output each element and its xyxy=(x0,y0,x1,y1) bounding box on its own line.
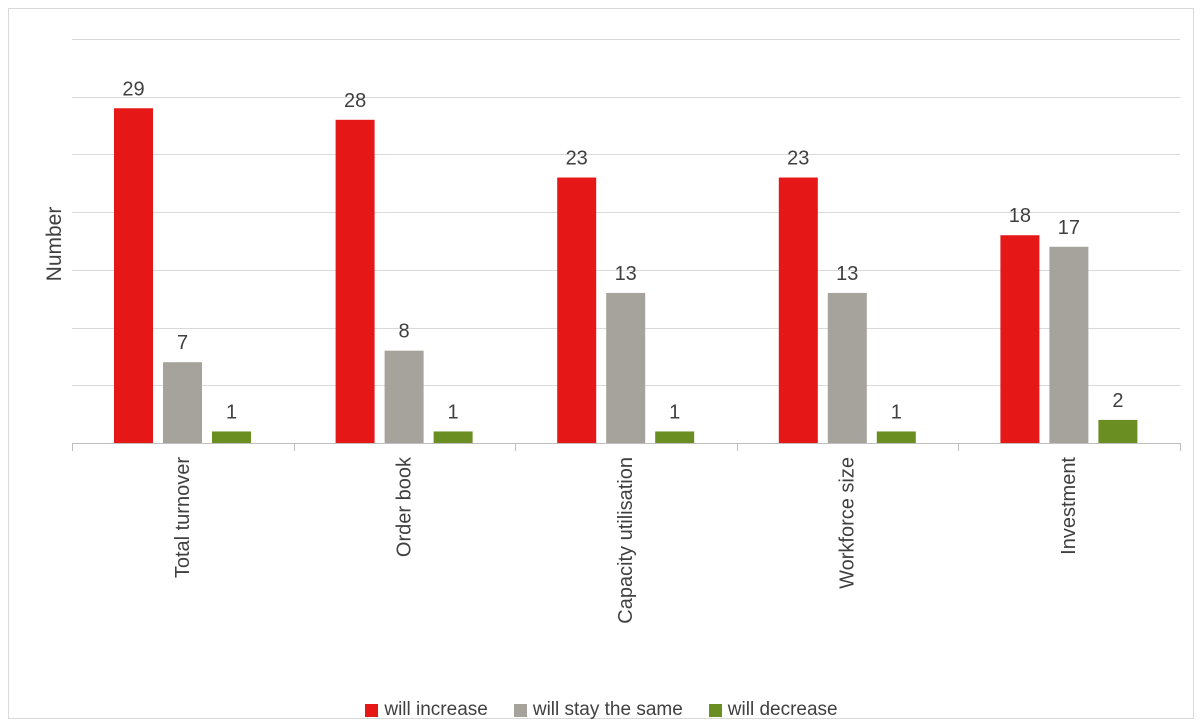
data-label: 13 xyxy=(615,263,637,285)
x-tick-label: Capacity utilisation xyxy=(615,457,637,624)
legend-label: will decrease xyxy=(727,699,838,720)
bar-will-stay-the-same-investment xyxy=(1049,246,1089,443)
legend: will increase will stay the same will decr… xyxy=(0,699,1203,721)
legend-swatch xyxy=(708,703,722,717)
data-label: 18 xyxy=(1009,205,1031,227)
legend-swatch xyxy=(513,703,527,717)
legend-item: will decrease xyxy=(708,699,838,721)
legend-item: will increase xyxy=(365,699,488,721)
data-label: 1 xyxy=(669,401,680,423)
bar-will-stay-the-same-order-book xyxy=(384,350,424,443)
data-label: 1 xyxy=(891,401,902,423)
data-label: 7 xyxy=(177,332,188,354)
legend-label: will increase xyxy=(384,699,488,720)
x-tick-label: Investment xyxy=(1058,457,1080,555)
bars xyxy=(114,108,1138,444)
bar-will-increase-workforce-size xyxy=(778,177,818,443)
bar-will-decrease-order-book xyxy=(433,431,473,443)
bar-will-increase-investment xyxy=(1000,235,1040,443)
data-label: 8 xyxy=(399,321,410,343)
bar-will-increase-order-book xyxy=(335,119,375,444)
bar-will-decrease-capacity-utilisation xyxy=(655,431,695,443)
bar-will-stay-the-same-total-turnover xyxy=(163,362,202,443)
x-tick-label: Total turnover xyxy=(172,457,194,579)
bar-will-increase-capacity-utilisation xyxy=(557,177,597,443)
data-label: 23 xyxy=(566,148,588,170)
bar-will-stay-the-same-capacity-utilisation xyxy=(606,292,646,443)
data-label: 1 xyxy=(448,401,459,423)
data-label: 2 xyxy=(1112,390,1123,412)
x-tick-label: Order book xyxy=(393,456,415,557)
x-tick-label: Workforce size xyxy=(837,457,859,589)
data-label: 29 xyxy=(122,78,144,100)
gridlines xyxy=(72,39,1180,386)
data-label: 1 xyxy=(226,401,237,423)
bar-will-increase-total-turnover xyxy=(114,108,153,443)
bar-will-stay-the-same-workforce-size xyxy=(827,292,867,443)
data-labels: 29 7 1 28 8 1 23 13 1 23 13 1 18 17 2 xyxy=(122,78,1123,423)
y-axis-title: Number xyxy=(43,207,66,282)
data-label: 28 xyxy=(344,90,366,112)
bar-will-decrease-investment xyxy=(1098,419,1138,443)
bar-will-decrease-workforce-size xyxy=(876,431,916,443)
bar-will-decrease-total-turnover xyxy=(212,431,251,443)
legend-swatch xyxy=(365,703,379,717)
legend-item: will stay the same xyxy=(513,699,683,721)
data-label: 23 xyxy=(787,148,809,170)
x-axis: Total turnover Order book Capacity utilisa… xyxy=(72,443,1181,624)
data-label: 13 xyxy=(836,263,858,285)
data-label: 17 xyxy=(1058,217,1080,239)
legend-label: will stay the same xyxy=(532,699,683,720)
chart-frame xyxy=(8,8,1194,719)
